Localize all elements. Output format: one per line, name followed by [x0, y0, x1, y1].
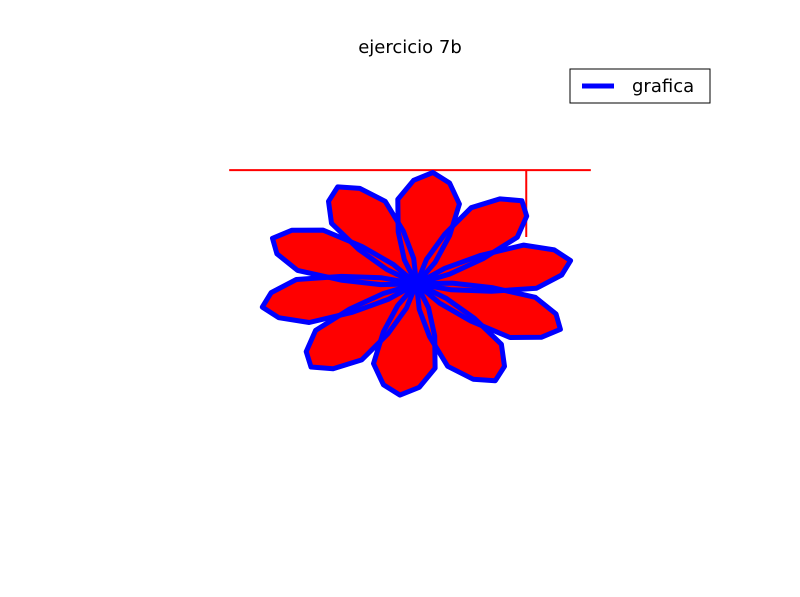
petal-outline: [303, 281, 419, 372]
petal-outline: [414, 281, 507, 384]
petal-outline: [395, 170, 462, 287]
petal-outline: [259, 273, 419, 325]
petal-outlines: [259, 170, 574, 398]
petal-outline: [326, 184, 419, 287]
legend: grafica: [569, 68, 711, 104]
petal-outline: [371, 281, 438, 398]
petal-outline: [414, 242, 574, 294]
legend-label: grafica: [632, 76, 694, 97]
petal-fill: [416, 245, 571, 292]
petal-outline: [414, 280, 563, 340]
frame-lines: [229, 169, 591, 238]
petal-outline: [270, 227, 419, 288]
petal-fill: [262, 276, 417, 323]
chart-title: ejercicio 7b: [358, 37, 462, 58]
petal-outline: [414, 196, 530, 287]
